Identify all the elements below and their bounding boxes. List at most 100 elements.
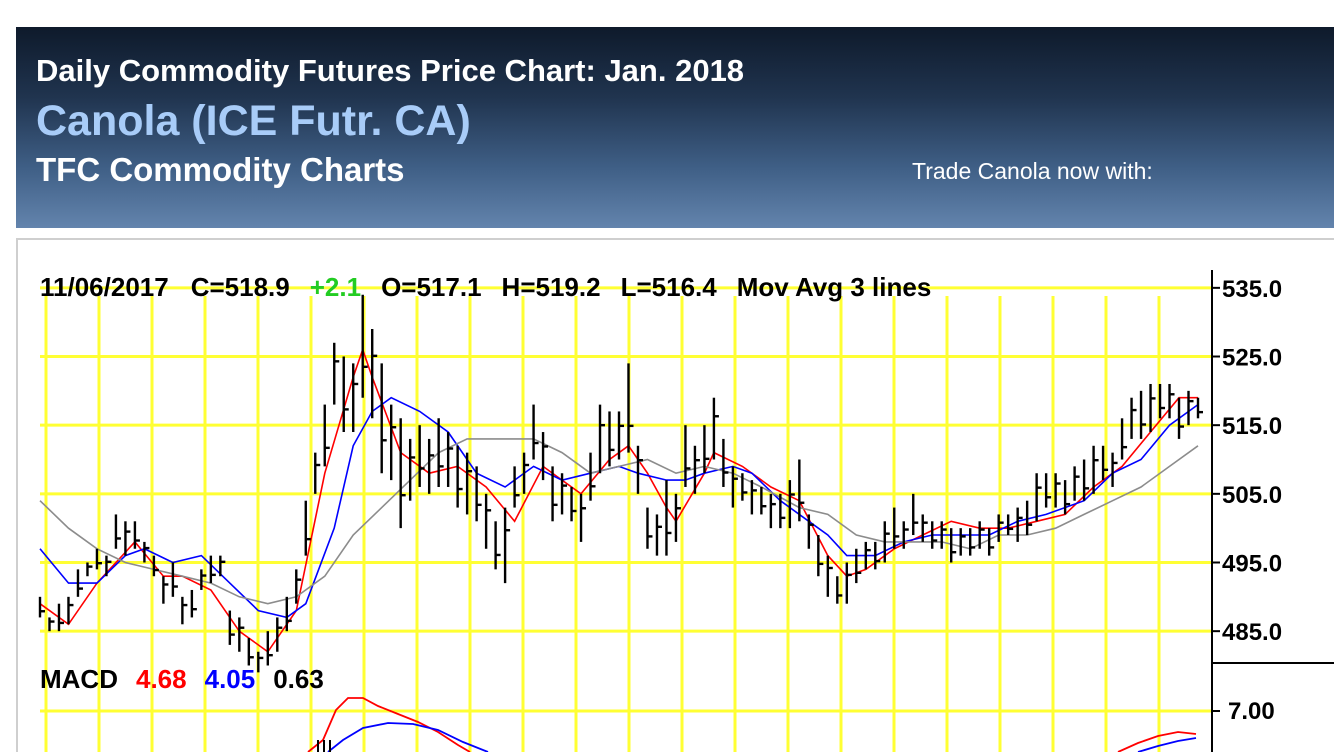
ohlc-bar (76, 569, 83, 597)
ohlc-bar (532, 404, 539, 460)
macd-tick-label: 7.00 (1228, 698, 1275, 725)
ohlc-bar (446, 432, 454, 487)
macd-signal: 4.05 (205, 664, 256, 694)
trade-prompt: Trade Canola now with: (912, 158, 1153, 184)
ohlc-bar (845, 562, 852, 604)
ohlc-bar (456, 445, 463, 508)
page-title: Daily Commodity Futures Price Chart: Jan… (36, 53, 745, 88)
ohlc-bar (1006, 514, 1014, 536)
ohlc-bar (570, 486, 577, 522)
ohlc-bar (522, 452, 530, 494)
quote-close: C=518.9 (191, 272, 290, 302)
ohlc-bar (276, 617, 283, 652)
ohlc-bar (162, 576, 169, 604)
ohlc-bar (475, 466, 482, 522)
macd-title: MACD (40, 664, 118, 694)
price-tick-label: 535.0 (1222, 276, 1282, 303)
ohlc-bar (722, 438, 729, 487)
ohlc-bar (124, 521, 131, 556)
ohlc-bar (1073, 466, 1080, 501)
moving-average-lines (39, 347, 1199, 653)
quote-open: O=517.1 (381, 272, 481, 302)
ohlc-bar (912, 493, 919, 536)
ohlc-bar (86, 562, 93, 577)
ohlc-bar (541, 432, 549, 481)
price-tick-label: 485.0 (1222, 619, 1282, 646)
quote-low: L=516.4 (621, 272, 718, 302)
ohlc-bar (494, 521, 501, 570)
ohlc-bar (342, 356, 349, 433)
quote-change: +2.1 (310, 272, 361, 302)
ohlc-bar (864, 541, 871, 570)
ohlc-bar (1139, 390, 1147, 439)
ohlc-bar (950, 528, 957, 563)
ohlc-bar (1111, 452, 1118, 487)
ohlc-bar (798, 459, 805, 522)
ohlc-bar (133, 521, 140, 549)
ohlc-bar (190, 589, 197, 618)
price-chart-panel: 535.0 525.0 515.0 505.0 495.0 485.0 7.00 11/06… (16, 238, 1334, 752)
macd-signal-line (327, 722, 489, 752)
ohlc-bar (257, 651, 264, 673)
ohlc-bar (503, 507, 511, 584)
ohlc-bar (1082, 459, 1090, 501)
ohlc-bar (418, 425, 425, 487)
ohlc-bar (247, 638, 254, 666)
ohlc-bar (579, 493, 587, 542)
ohlc-bar (408, 438, 416, 501)
quote-high: H=519.2 (502, 272, 601, 302)
macd-value: 4.68 (136, 664, 187, 694)
ohlc-bar (968, 528, 976, 556)
ohlc-bar (1016, 507, 1023, 542)
ohlc-bar (987, 528, 995, 556)
ohlc-bar (219, 555, 226, 577)
price-tick-label: 495.0 (1222, 551, 1282, 578)
quote-info-line: 11/06/2017 C=518.9 +2.1 O=517.1 H=519.2 L=516… (40, 272, 931, 302)
ohlc-bar (200, 569, 207, 590)
ohlc-bar (551, 466, 558, 522)
ohlc-bar (228, 610, 235, 645)
ohlc-bar (333, 342, 340, 405)
series-line (39, 438, 1199, 605)
price-axis: 535.0 525.0 515.0 505.0 495.0 485.0 7.00 (1211, 270, 1334, 752)
ohlc-bar (826, 555, 833, 597)
ohlc-bar (779, 493, 786, 529)
macd-info-line: MACD 4.68 4.05 0.63 (40, 664, 324, 694)
ohlc-bar (665, 480, 672, 556)
ohlc-bar (817, 535, 824, 577)
ohlc-bar (484, 493, 492, 549)
ohlc-bar (1120, 418, 1128, 460)
macd-line (307, 697, 471, 752)
ohlc-bar (1177, 397, 1185, 439)
ohlc-bar (380, 363, 387, 474)
ohlc-bar (703, 425, 710, 474)
ohlc-bar (978, 521, 985, 549)
ohlc-bar (940, 521, 947, 549)
ohlc-bar (105, 555, 112, 577)
ohlc-bar (143, 541, 150, 563)
ohlc-bar (693, 445, 700, 494)
ohlc-bar (465, 452, 473, 515)
ohlc-bar (114, 514, 121, 549)
ohlc-bar (1130, 397, 1137, 439)
ohlc-bar (807, 514, 814, 549)
ohlc-bar (1196, 397, 1203, 419)
ohlc-bar (323, 404, 330, 467)
ohlc-bar (361, 294, 368, 398)
ohlc-bar (560, 473, 568, 515)
ohlc-bar (352, 363, 359, 433)
ohlc-bar (399, 418, 406, 529)
ohlc-bar (48, 617, 55, 632)
ohlc-bar (1168, 383, 1175, 419)
ohlc-bar (171, 562, 178, 597)
price-tick-label: 525.0 (1222, 345, 1282, 372)
ohlc-bar (304, 500, 311, 556)
ohlc-bar (181, 596, 188, 625)
ohlc-bar (513, 466, 520, 508)
ohlc-bar (959, 528, 966, 556)
ohlc-bar (788, 480, 795, 529)
ohlc-bar (152, 555, 159, 577)
ohlc-bar (1054, 473, 1061, 508)
ohlc-bar (1044, 473, 1052, 508)
ohlc-bar (266, 631, 273, 666)
